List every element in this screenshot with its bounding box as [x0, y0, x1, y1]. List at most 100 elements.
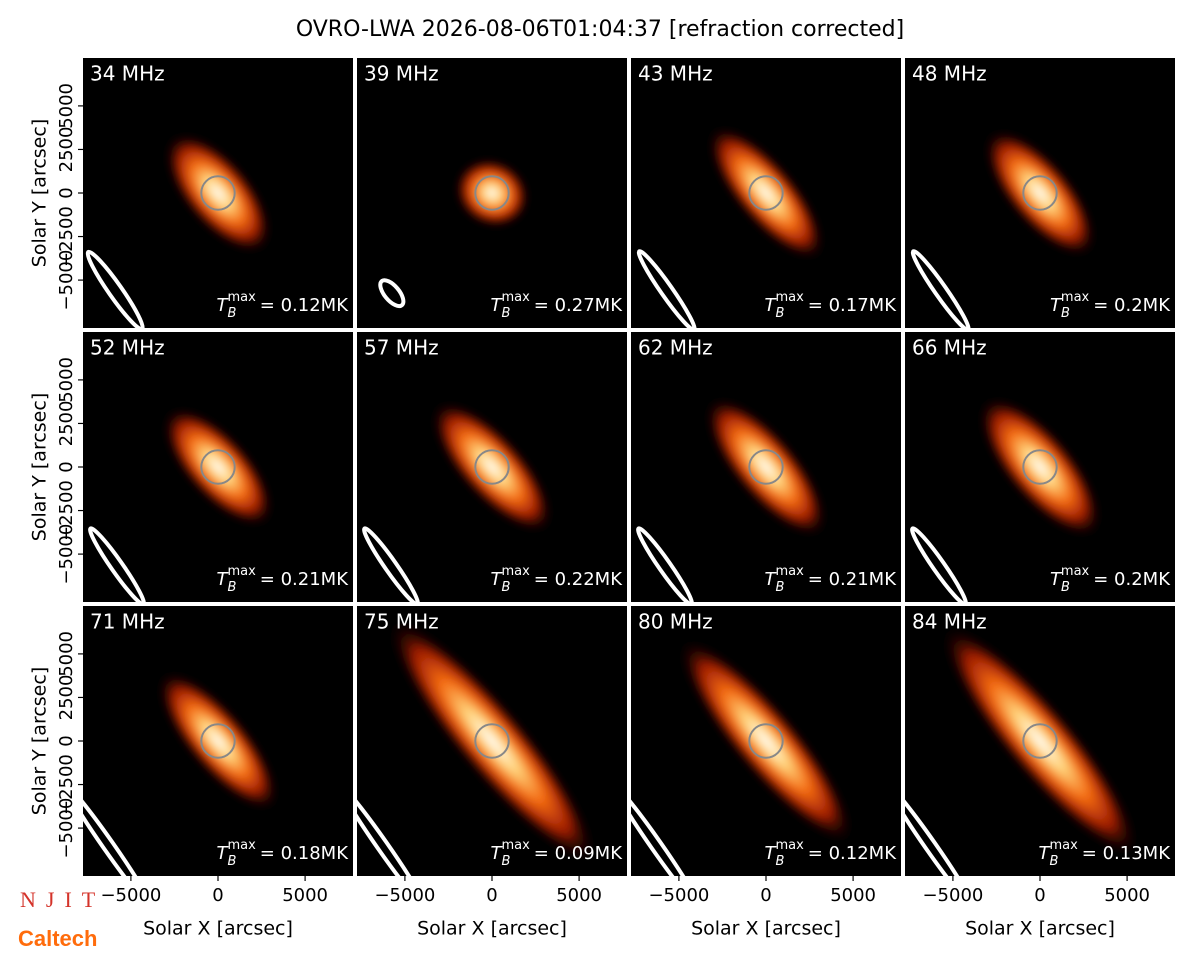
emission-source	[984, 129, 1096, 257]
tmax-subscript: B	[228, 306, 237, 321]
panel	[83, 606, 353, 876]
panel	[905, 332, 1175, 602]
tmax-label: TBmax = 0.2MK	[1050, 564, 1171, 595]
tmax-subscript: B	[1061, 580, 1070, 595]
tmax-superscript: max	[775, 564, 804, 579]
tmax-superscript: max	[227, 838, 256, 853]
solar-disk	[1022, 723, 1058, 759]
emission-source	[431, 401, 553, 533]
tmax-value: = 0.22MK	[534, 569, 623, 590]
beam	[88, 526, 146, 602]
tmax-superscript: max	[1061, 290, 1090, 305]
tmax-subscript: B	[228, 580, 237, 595]
x-tick-label: 5000	[556, 885, 602, 906]
tmax-symbol: T	[217, 569, 230, 590]
logo-caltech: Caltech	[18, 926, 97, 951]
beam	[378, 278, 406, 309]
y-tick-label: −5000	[56, 524, 77, 585]
beam	[905, 783, 975, 876]
y-tick-label: −5000	[56, 798, 77, 859]
tmax-value: = 0.21MK	[260, 569, 349, 590]
y-tick-label: 5000	[56, 357, 77, 403]
panel	[83, 58, 353, 328]
x-tick-label: 0	[212, 885, 223, 906]
tmax-label: TBmax = 0.18MK	[217, 838, 350, 869]
solar-disk	[474, 449, 510, 485]
x-tick-label: 0	[760, 885, 771, 906]
tmax-value: = 0.27MK	[534, 295, 623, 316]
frequency-label: 71 MHz	[90, 610, 165, 634]
solar-disk	[474, 723, 510, 759]
tmax-symbol: T	[217, 295, 230, 316]
y-tick-label: 2500	[56, 127, 77, 173]
tmax-superscript: max	[501, 564, 530, 579]
tmax-value: = 0.2MK	[1093, 569, 1171, 590]
frequency-label: 84 MHz	[912, 610, 987, 634]
frequency-label: 43 MHz	[638, 62, 713, 86]
tmax-value: = 0.2MK	[1093, 295, 1171, 316]
tmax-value: = 0.12MK	[808, 843, 897, 864]
emission-source	[388, 619, 596, 863]
panel	[905, 58, 1175, 328]
x-tick-label: 5000	[830, 885, 876, 906]
tmax-superscript: max	[501, 290, 530, 305]
x-axis-label: Solar X [arcsec]	[691, 918, 841, 940]
tmax-subscript: B	[776, 306, 785, 321]
beam	[362, 526, 420, 602]
chart-title: OVRO-LWA 2026-08-06T01:04:37 [refraction…	[296, 17, 904, 42]
tmax-symbol: T	[1039, 843, 1052, 864]
beam	[910, 249, 971, 328]
beam	[85, 249, 145, 328]
tmax-label: TBmax = 0.12MK	[765, 838, 898, 869]
tmax-symbol: T	[1050, 295, 1063, 316]
panel	[631, 606, 901, 876]
emission-source	[705, 397, 827, 537]
tmax-subscript: B	[228, 854, 237, 869]
x-tick-label: 5000	[282, 885, 328, 906]
x-tick-label: −5000	[374, 885, 435, 906]
tmax-label: TBmax = 0.12MK	[217, 290, 350, 321]
solar-disk	[474, 175, 510, 211]
panel	[83, 332, 353, 602]
emission-source	[454, 158, 530, 228]
solar-disk	[748, 175, 784, 211]
tmax-symbol: T	[491, 295, 504, 316]
tmax-symbol: T	[491, 569, 504, 590]
y-tick-label: 5000	[56, 83, 77, 129]
x-tick-label: −5000	[922, 885, 983, 906]
y-tick-label: 0	[56, 461, 77, 472]
tmax-value: = 0.21MK	[808, 569, 897, 590]
x-tick-label: 5000	[1104, 885, 1150, 906]
frequency-label: 39 MHz	[364, 62, 439, 86]
tmax-label: TBmax = 0.21MK	[765, 564, 898, 595]
frequency-label: 66 MHz	[912, 336, 987, 360]
y-tick-label: 2500	[56, 401, 77, 447]
emission-source	[157, 671, 279, 811]
tmax-value: = 0.18MK	[260, 843, 349, 864]
frequency-label: 62 MHz	[638, 336, 713, 360]
tmax-superscript: max	[1061, 564, 1090, 579]
solar-disk	[1022, 449, 1058, 485]
tmax-superscript: max	[227, 564, 256, 579]
frequency-label: 80 MHz	[638, 610, 713, 634]
y-axis-label: Solar Y [arcsec]	[29, 667, 51, 815]
tmax-symbol: T	[765, 295, 778, 316]
tmax-symbol: T	[765, 569, 778, 590]
y-tick-label: 2500	[56, 675, 77, 721]
tmax-superscript: max	[775, 838, 804, 853]
x-tick-label: −5000	[648, 885, 709, 906]
x-tick-label: 0	[1034, 885, 1045, 906]
panel	[631, 332, 901, 602]
tmax-label: TBmax = 0.17MK	[765, 290, 898, 321]
panel	[905, 606, 1175, 876]
tmax-superscript: max	[501, 838, 530, 853]
panel	[357, 332, 627, 602]
x-tick-label: −5000	[100, 885, 161, 906]
tmax-subscript: B	[776, 580, 785, 595]
solar-disk	[200, 723, 236, 759]
frequency-label: 75 MHz	[364, 610, 439, 634]
frequency-label: 57 MHz	[364, 336, 439, 360]
tmax-symbol: T	[217, 843, 230, 864]
y-tick-label: −2500	[56, 206, 77, 267]
tmax-label: TBmax = 0.27MK	[491, 290, 624, 321]
